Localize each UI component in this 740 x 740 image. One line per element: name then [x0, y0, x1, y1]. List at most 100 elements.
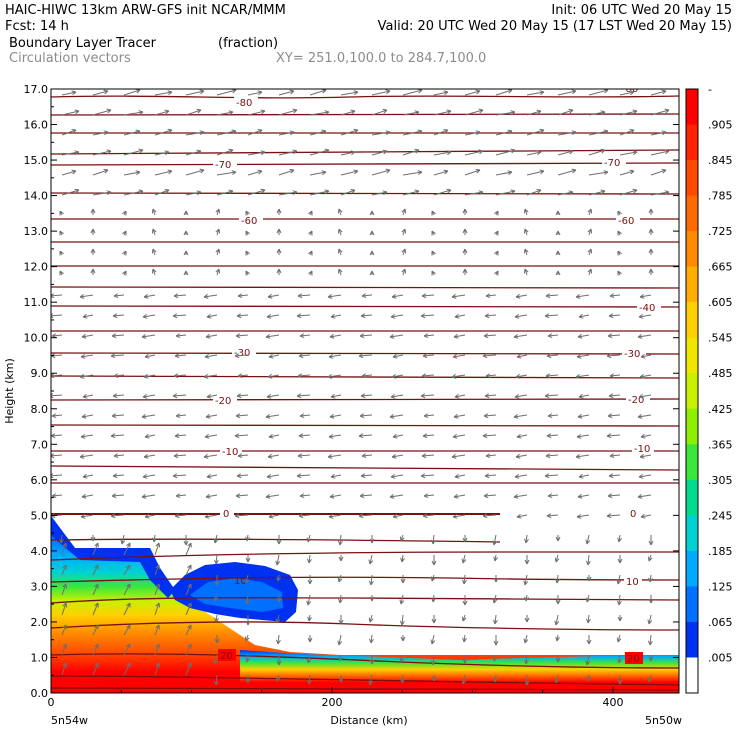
wind-vector [617, 210, 622, 216]
wind-vector [453, 413, 466, 419]
colorbar-swatch [686, 373, 698, 410]
wind-vector [391, 293, 404, 299]
wind-vector [213, 594, 219, 602]
wind-vector [640, 513, 652, 519]
y-tick-label: 16.0 [24, 119, 49, 132]
wind-vector [485, 453, 497, 459]
wind-vector [113, 453, 125, 459]
wind-vector [554, 674, 560, 684]
wind-vector [185, 89, 205, 96]
wind-vector [278, 89, 295, 96]
wind-vector [237, 293, 249, 299]
wind-vector [359, 413, 373, 419]
wind-vector [206, 313, 218, 319]
colorbar-label: .605 [708, 296, 733, 309]
wind-vector [340, 90, 359, 96]
wind-vector [516, 513, 528, 519]
wind-vector [340, 128, 359, 136]
wind-vector [402, 170, 423, 176]
wind-vector [275, 674, 281, 682]
wind-vector [154, 643, 161, 656]
wind-vector [609, 453, 621, 459]
wind-vector [401, 248, 407, 256]
wind-vector [648, 208, 654, 215]
wind-vector [495, 129, 513, 136]
wind-vector [151, 228, 157, 236]
wind-vector [338, 555, 344, 562]
wind-vector [617, 555, 623, 564]
wind-vector [495, 148, 516, 156]
wind-vector [371, 89, 391, 96]
wind-vector [588, 170, 609, 176]
wind-vector [640, 353, 652, 359]
wind-vector [399, 534, 405, 542]
wind-vector [607, 333, 621, 339]
wind-vector [637, 414, 652, 419]
wind-vector [329, 413, 342, 419]
wind-vector [123, 643, 131, 656]
wind-vector [431, 250, 436, 256]
wind-vector [431, 230, 436, 236]
wind-vector [617, 615, 623, 622]
wind-vector [185, 602, 192, 616]
wind-vector [327, 294, 342, 299]
y-tick-label: 4.0 [31, 545, 49, 558]
vectors-label: Circulation vectors [9, 51, 131, 66]
contour-line [51, 449, 679, 452]
y-axis-label: Height (km) [3, 358, 16, 424]
wind-vector [462, 268, 468, 275]
wind-vector [154, 169, 173, 176]
wind-vector [328, 353, 342, 359]
wind-vector [61, 128, 77, 136]
wind-vector [576, 353, 590, 359]
wind-vector [185, 130, 205, 136]
y-tick-label: 10.0 [24, 332, 49, 345]
wind-vector [141, 414, 156, 419]
wind-vector [523, 654, 529, 665]
wind-vector [203, 294, 218, 299]
wind-vector [576, 513, 590, 519]
wind-vector [183, 535, 189, 546]
wind-vector [650, 108, 670, 116]
colorbar-frame [685, 88, 699, 694]
wind-vector [647, 634, 653, 646]
wind-vector [647, 614, 653, 625]
wind-vector [402, 129, 423, 136]
wind-vector [369, 655, 375, 665]
wind-vector [61, 109, 80, 116]
wind-vector [578, 313, 590, 319]
wind-vector [173, 453, 187, 459]
wind-vector [61, 602, 68, 616]
wind-vector [144, 353, 156, 359]
wind-vector [151, 268, 157, 276]
wind-vector [650, 89, 667, 96]
wind-vector [648, 595, 654, 604]
wind-vector [523, 634, 529, 644]
wind-vector [236, 313, 249, 319]
y-tick-label: 9.0 [31, 367, 49, 380]
contour-line [51, 597, 679, 604]
x-endpoint-left: 5n54w [51, 714, 88, 727]
wind-vector [92, 643, 99, 656]
wind-vector [577, 413, 590, 419]
wind-vector [92, 108, 112, 116]
wind-vector [51, 453, 63, 459]
wind-vector [297, 453, 311, 459]
contour-label: -40 [639, 303, 655, 314]
wind-vector [299, 413, 311, 419]
wind-vector [142, 473, 156, 479]
tracer-plume-rim [51, 516, 175, 598]
wind-vector [79, 294, 94, 299]
wind-vector [154, 602, 161, 616]
y-tick-label: 3.0 [31, 580, 49, 593]
wind-vector [154, 624, 160, 636]
wind-vector [142, 313, 156, 319]
wind-vector [392, 353, 404, 359]
wind-vector [296, 393, 311, 399]
colorbar-label: .905 [708, 119, 733, 132]
wind-vector [172, 473, 187, 479]
wind-vector [464, 149, 484, 156]
wind-vector [337, 208, 343, 216]
wind-vector [151, 208, 157, 216]
wind-vector [587, 268, 593, 276]
